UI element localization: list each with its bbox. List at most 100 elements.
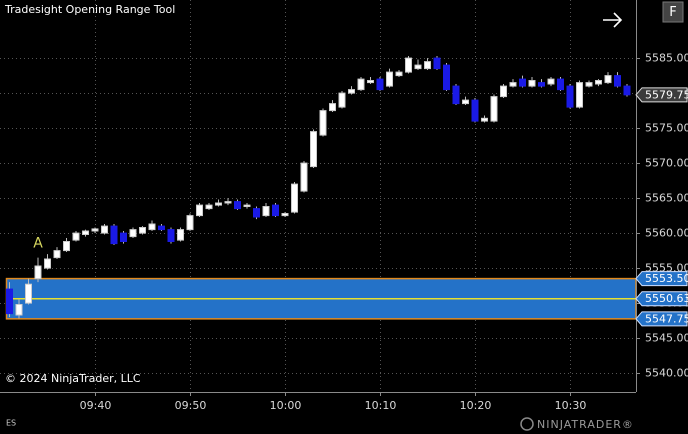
candle-body bbox=[310, 131, 317, 168]
candle-body bbox=[490, 96, 498, 122]
candle-body bbox=[433, 57, 441, 70]
price-marker bbox=[635, 87, 688, 103]
logo-text: NINJATRADER® bbox=[537, 418, 634, 431]
candle-body bbox=[234, 201, 241, 210]
candle-body bbox=[443, 64, 450, 91]
candle-body bbox=[623, 85, 631, 96]
candle-body bbox=[53, 250, 61, 259]
candle-body bbox=[262, 206, 270, 217]
price-marker-label: 5579.75 bbox=[645, 88, 688, 101]
logo: NINJATRADER® bbox=[520, 417, 634, 431]
candle-body bbox=[414, 64, 422, 70]
y-tick-label: 5560.00 bbox=[645, 227, 688, 240]
candle-body bbox=[471, 99, 479, 122]
candle-body bbox=[566, 85, 574, 108]
candle-body bbox=[129, 229, 137, 238]
candle-body bbox=[424, 61, 431, 70]
candle-body bbox=[72, 232, 80, 241]
arrow-icon[interactable] bbox=[603, 12, 623, 28]
candle-body bbox=[576, 82, 583, 108]
candle-body bbox=[281, 213, 289, 217]
candle-body bbox=[519, 78, 526, 87]
x-tick-label: 09:50 bbox=[175, 399, 207, 412]
candle-body bbox=[500, 85, 507, 98]
copyright: © 2024 NinjaTrader, LLC bbox=[5, 372, 141, 385]
candle-body bbox=[148, 223, 156, 231]
candle-body bbox=[253, 208, 260, 218]
grid bbox=[0, 0, 636, 392]
f-button-label[interactable]: F bbox=[669, 5, 676, 20]
x-tick-label: 09:40 bbox=[80, 399, 112, 412]
y-tick-label: 5545.00 bbox=[645, 332, 688, 345]
candle-body bbox=[462, 99, 469, 105]
y-tick-label: 5575.00 bbox=[645, 122, 688, 135]
candle-body bbox=[186, 215, 194, 231]
candle-body bbox=[215, 202, 222, 206]
plot-area: A bbox=[5, 56, 637, 320]
x-tick-label: 10:30 bbox=[555, 399, 587, 412]
candle-body bbox=[348, 89, 355, 94]
y-tick-label: 5570.00 bbox=[645, 157, 688, 170]
candle-body bbox=[509, 82, 517, 87]
candle-body bbox=[63, 241, 70, 252]
price-marker-label: 5547.75 bbox=[645, 312, 688, 325]
candle-body bbox=[329, 103, 336, 112]
candle-body bbox=[481, 117, 488, 122]
candle-body bbox=[300, 162, 308, 192]
candle-body bbox=[357, 78, 365, 91]
candle-body bbox=[452, 85, 460, 105]
candle-body bbox=[243, 204, 251, 208]
price-marker-label: 5550.63 bbox=[645, 292, 688, 305]
navigate-button[interactable] bbox=[603, 12, 623, 28]
price-marker bbox=[635, 291, 688, 307]
f-button-box[interactable] bbox=[662, 1, 684, 23]
candle-body bbox=[25, 283, 32, 304]
candle-body bbox=[101, 225, 108, 234]
candle-body bbox=[82, 230, 89, 235]
x-tick-label: 10:00 bbox=[270, 399, 302, 412]
candle-body bbox=[538, 82, 545, 87]
candle-body bbox=[272, 204, 279, 217]
x-tick-label: 10:10 bbox=[365, 399, 397, 412]
candle-body bbox=[614, 75, 621, 87]
candle-body bbox=[528, 80, 536, 87]
axes: 5540.005545.005550.005555.005560.005565.… bbox=[80, 52, 688, 413]
candle-body bbox=[44, 258, 51, 269]
candle-body bbox=[167, 229, 175, 243]
candle-body bbox=[196, 204, 203, 217]
candle-body bbox=[604, 75, 612, 84]
candle-body bbox=[91, 228, 99, 232]
candle-body bbox=[224, 201, 232, 204]
candle-body bbox=[205, 204, 213, 210]
candle-body bbox=[395, 71, 403, 77]
candle-body bbox=[158, 225, 165, 231]
candle-body bbox=[110, 225, 118, 245]
candle-body bbox=[547, 78, 555, 85]
candle-body bbox=[376, 78, 384, 91]
y-tick-label: 5565.00 bbox=[645, 192, 688, 205]
price-marker-label: 5553.50 bbox=[645, 272, 688, 285]
candle-body bbox=[15, 304, 23, 316]
candle-body bbox=[367, 80, 374, 84]
candle-body bbox=[139, 227, 146, 234]
chart-title: Tradesight Opening Range Tool bbox=[4, 3, 175, 16]
f-button[interactable]: F bbox=[662, 1, 684, 23]
y-tick-label: 5585.00 bbox=[645, 52, 688, 65]
price-marker bbox=[635, 271, 688, 287]
annotation: A bbox=[33, 236, 43, 252]
candle-body bbox=[405, 57, 412, 73]
candle-body bbox=[557, 78, 564, 91]
candle-body bbox=[386, 71, 393, 87]
x-tick-label: 10:20 bbox=[460, 399, 492, 412]
candle-body bbox=[6, 288, 13, 315]
candle-body bbox=[319, 110, 327, 136]
price-marker bbox=[635, 311, 688, 327]
candle-body bbox=[595, 80, 602, 85]
candle-body bbox=[34, 265, 42, 280]
candle-body bbox=[120, 232, 127, 243]
logo-icon bbox=[520, 417, 534, 431]
instrument: ES bbox=[6, 419, 16, 428]
y-tick-label: 5540.00 bbox=[645, 367, 688, 380]
